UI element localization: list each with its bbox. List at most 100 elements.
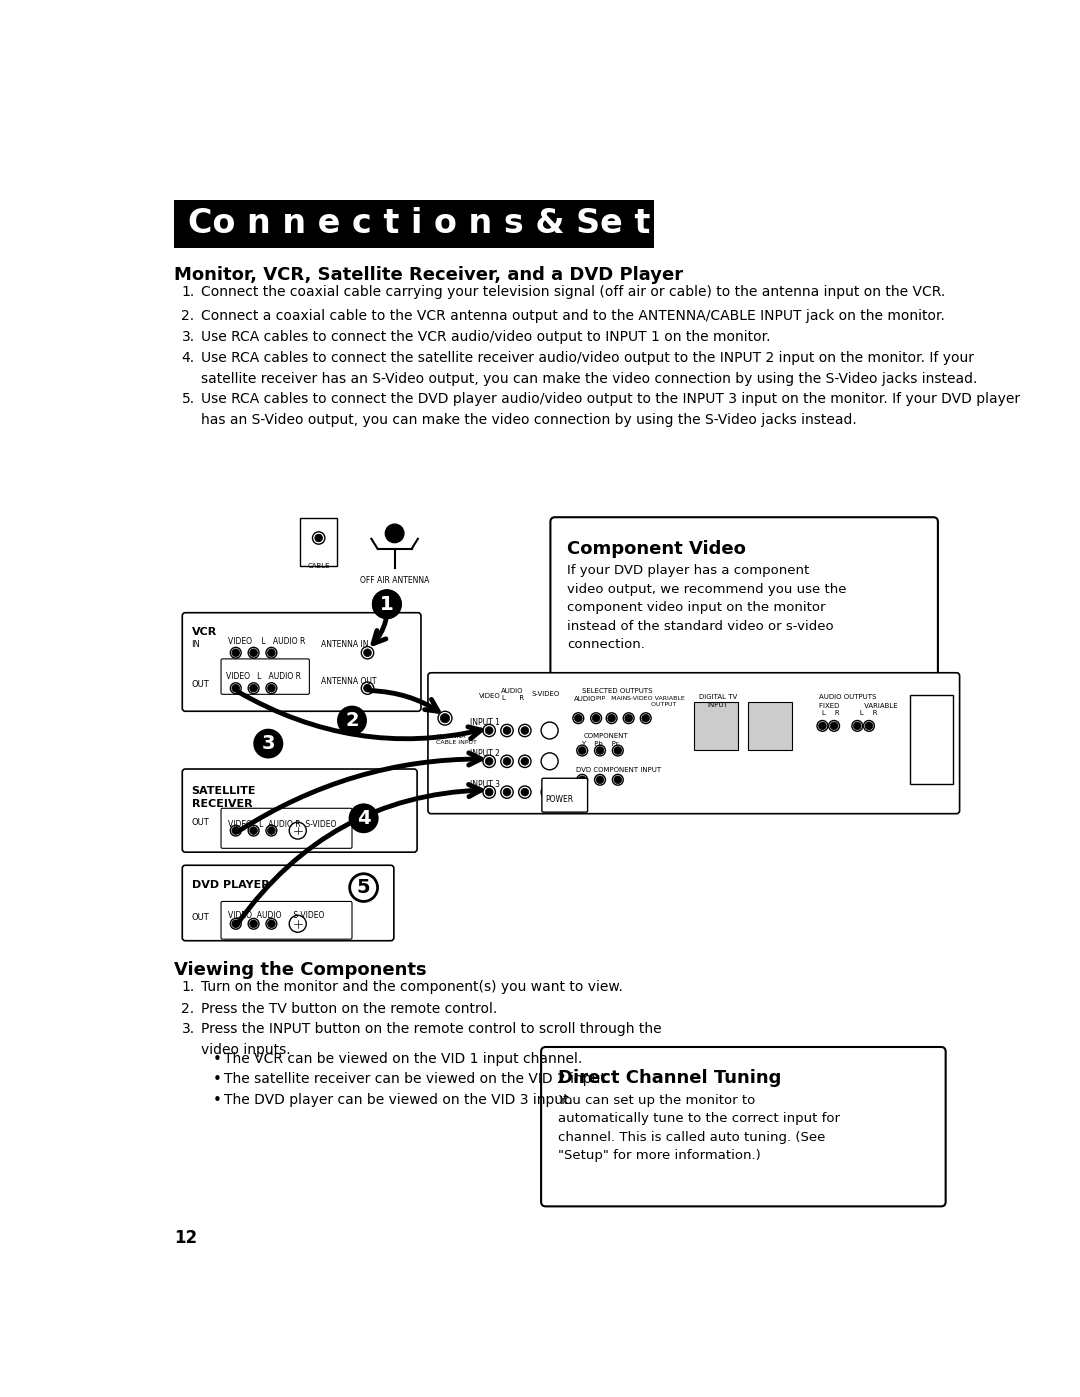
FancyBboxPatch shape — [541, 1046, 946, 1207]
FancyBboxPatch shape — [542, 778, 588, 812]
Circle shape — [503, 757, 511, 766]
Text: •: • — [213, 1073, 221, 1087]
Circle shape — [608, 714, 616, 722]
Text: VCR: VCR — [191, 627, 217, 637]
Text: DIGITAL TV
INPUT: DIGITAL TV INPUT — [699, 694, 737, 708]
Circle shape — [362, 647, 374, 659]
Text: Connect the coaxial cable carrying your television signal (off air or cable) to : Connect the coaxial cable carrying your … — [201, 285, 945, 299]
Circle shape — [577, 774, 588, 785]
Circle shape — [338, 707, 366, 735]
Text: 4: 4 — [356, 809, 370, 828]
Text: DVD PLAYER: DVD PLAYER — [191, 880, 269, 890]
Text: Y    Pb    Pr: Y Pb Pr — [581, 742, 618, 747]
Text: AUDIO: AUDIO — [501, 689, 524, 694]
Text: Viewing the Components: Viewing the Components — [174, 961, 427, 979]
Circle shape — [364, 648, 372, 657]
Circle shape — [485, 726, 494, 735]
Circle shape — [248, 918, 259, 929]
Circle shape — [230, 647, 241, 658]
Text: L      R: L R — [502, 696, 525, 701]
Circle shape — [819, 722, 826, 729]
Text: ANTENNA IN: ANTENNA IN — [321, 640, 368, 650]
Text: 2: 2 — [346, 711, 359, 731]
Circle shape — [266, 683, 276, 693]
Circle shape — [613, 775, 622, 784]
Circle shape — [483, 787, 496, 798]
Text: Component Video: Component Video — [567, 541, 746, 559]
Circle shape — [232, 921, 240, 928]
Text: 1.: 1. — [181, 285, 194, 299]
Text: VIDEO   L   AUDIO R: VIDEO L AUDIO R — [226, 672, 300, 680]
Circle shape — [485, 788, 494, 796]
Circle shape — [501, 787, 513, 798]
Text: Press the TV button on the remote control.: Press the TV button on the remote contro… — [201, 1002, 497, 1016]
Text: Co n n e c t i o n s & Se t  u p: Co n n e c t i o n s & Se t u p — [188, 207, 732, 240]
Circle shape — [232, 648, 240, 657]
Circle shape — [248, 826, 259, 835]
Circle shape — [255, 729, 282, 757]
Text: Use RCA cables to connect the DVD player audio/video output to the INPUT 3 input: Use RCA cables to connect the DVD player… — [201, 393, 1020, 427]
Text: INPUT 2: INPUT 2 — [470, 749, 500, 759]
Text: VIDEO: VIDEO — [480, 693, 501, 698]
FancyBboxPatch shape — [183, 768, 417, 852]
Text: Press the INPUT button on the remote control to scroll through the
video inputs.: Press the INPUT button on the remote con… — [201, 1023, 661, 1058]
Circle shape — [350, 805, 378, 833]
Text: Monitor, VCR, Satellite Receiver, and a DVD Player: Monitor, VCR, Satellite Receiver, and a … — [174, 267, 683, 284]
Circle shape — [578, 775, 586, 784]
Circle shape — [501, 756, 513, 767]
Circle shape — [592, 714, 600, 722]
Circle shape — [268, 648, 275, 657]
Circle shape — [613, 746, 622, 754]
Text: Turn on the monitor and the component(s) you want to view.: Turn on the monitor and the component(s)… — [201, 979, 623, 995]
Circle shape — [362, 682, 374, 694]
Text: 2.: 2. — [181, 1002, 194, 1016]
Circle shape — [364, 685, 372, 692]
Text: Connect a coaxial cable to the VCR antenna output and to the ANTENNA/CABLE INPUT: Connect a coaxial cable to the VCR anten… — [201, 309, 945, 323]
Circle shape — [501, 725, 513, 736]
Text: INPUT 3: INPUT 3 — [470, 780, 500, 789]
Circle shape — [438, 711, 451, 725]
FancyBboxPatch shape — [221, 809, 352, 848]
Circle shape — [373, 591, 401, 617]
Circle shape — [268, 685, 275, 692]
Text: 5: 5 — [356, 879, 370, 897]
Text: OUT: OUT — [191, 914, 210, 922]
Circle shape — [606, 712, 617, 724]
Circle shape — [541, 784, 558, 800]
Circle shape — [642, 714, 649, 722]
Circle shape — [314, 534, 323, 542]
Text: 5.: 5. — [181, 393, 194, 407]
Circle shape — [483, 756, 496, 767]
FancyBboxPatch shape — [183, 613, 421, 711]
Circle shape — [266, 826, 276, 835]
Circle shape — [596, 775, 604, 784]
Text: The DVD player can be viewed on the VID 3 input.: The DVD player can be viewed on the VID … — [225, 1094, 573, 1108]
FancyBboxPatch shape — [910, 696, 953, 784]
Text: OUT: OUT — [191, 680, 210, 689]
Circle shape — [268, 921, 275, 928]
Circle shape — [249, 648, 257, 657]
Circle shape — [230, 826, 241, 835]
Text: 1: 1 — [380, 595, 394, 613]
Text: Use RCA cables to connect the VCR audio/video output to INPUT 1 on the monitor.: Use RCA cables to connect the VCR audio/… — [201, 330, 770, 344]
Text: 3.: 3. — [181, 1023, 194, 1037]
Circle shape — [249, 921, 257, 928]
Text: VIDEO    L   AUDIO R: VIDEO L AUDIO R — [228, 637, 306, 647]
Circle shape — [373, 591, 401, 617]
Text: Direct Channel Tuning: Direct Channel Tuning — [558, 1069, 782, 1087]
Circle shape — [595, 745, 606, 756]
Text: If your DVD player has a component
video output, we recommend you use the
compon: If your DVD player has a component video… — [567, 564, 847, 651]
FancyBboxPatch shape — [183, 865, 394, 940]
Circle shape — [249, 685, 257, 692]
Circle shape — [625, 714, 633, 722]
Text: Use RCA cables to connect the satellite receiver audio/video output to the INPUT: Use RCA cables to connect the satellite … — [201, 351, 977, 386]
Text: POWER: POWER — [545, 795, 573, 805]
Circle shape — [623, 712, 634, 724]
Text: 3: 3 — [261, 733, 275, 753]
Text: 3.: 3. — [181, 330, 194, 344]
Circle shape — [865, 722, 873, 729]
Circle shape — [518, 725, 531, 736]
Text: AUDIO OUTPUTS: AUDIO OUTPUTS — [819, 694, 876, 700]
Text: S-VIDEO: S-VIDEO — [531, 692, 561, 697]
Text: DVD COMPONENT INPUT: DVD COMPONENT INPUT — [576, 767, 661, 773]
